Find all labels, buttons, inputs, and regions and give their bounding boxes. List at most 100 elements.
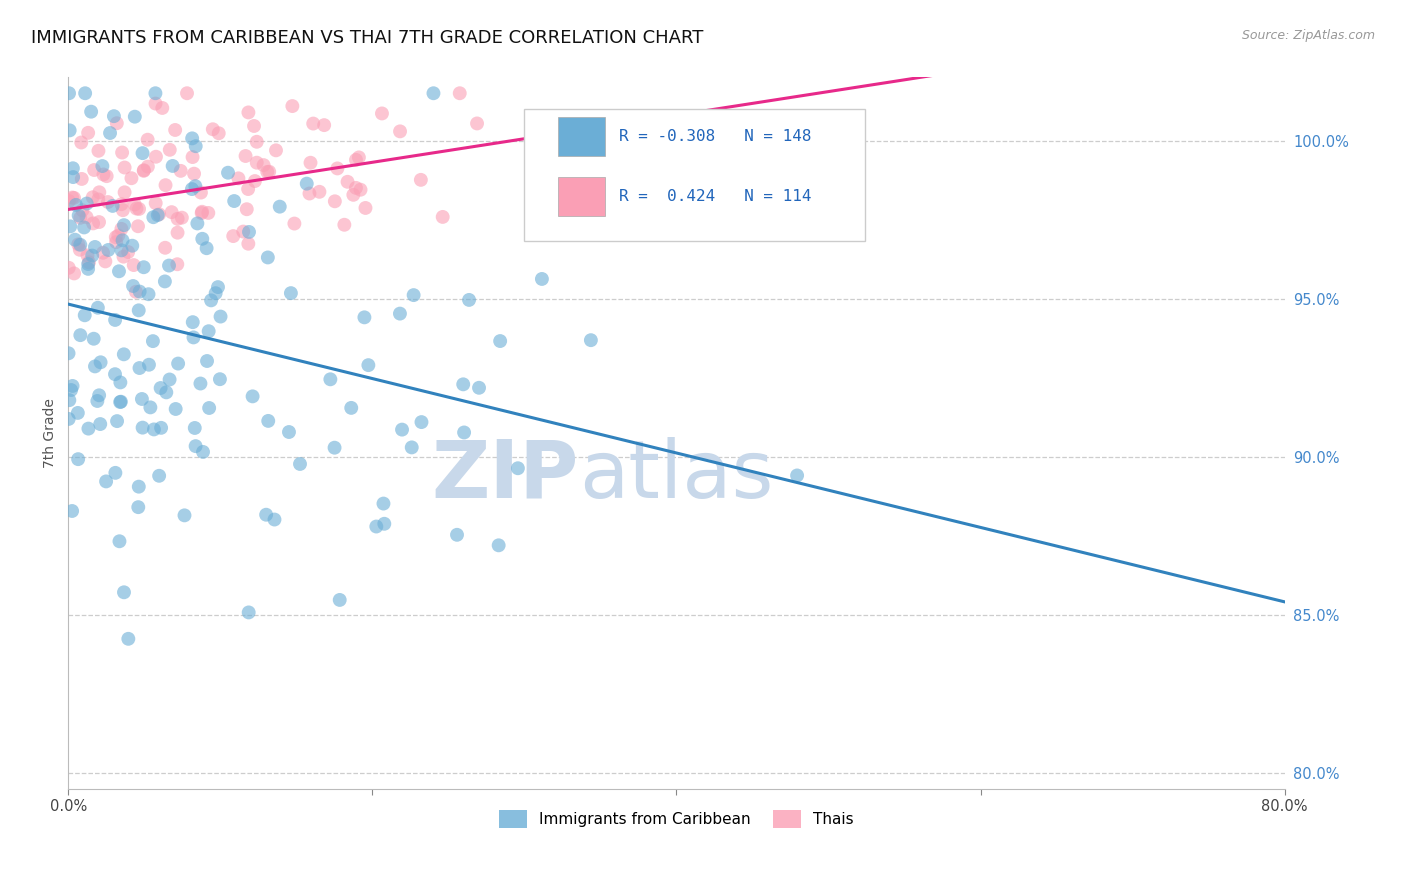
Point — [70, 172, 93, 186]
Point — [190, 186, 212, 200]
Point — [73, 308, 96, 322]
Point — [150, 101, 173, 115]
Text: atlas: atlas — [579, 437, 773, 515]
Point — [488, 538, 510, 552]
Point — [409, 173, 432, 187]
Point — [104, 466, 127, 480]
Point — [149, 381, 172, 395]
Point — [58, 412, 80, 426]
Point — [468, 381, 491, 395]
Point — [108, 534, 131, 549]
Point — [257, 251, 280, 265]
Point — [136, 160, 159, 174]
Point — [170, 164, 193, 178]
Point — [111, 233, 134, 247]
Point — [191, 204, 214, 219]
Point — [465, 116, 488, 130]
Point — [243, 119, 266, 133]
Point — [402, 288, 425, 302]
Point — [222, 229, 245, 244]
Point — [63, 233, 86, 247]
Point — [157, 259, 180, 273]
Point — [111, 203, 134, 218]
Point — [65, 198, 87, 212]
Point — [246, 135, 269, 149]
Point — [58, 87, 80, 101]
Point — [238, 105, 260, 120]
Point — [186, 216, 208, 230]
Point — [63, 191, 86, 205]
Point — [111, 145, 134, 160]
Point — [87, 193, 110, 207]
Point — [128, 361, 150, 376]
Point — [121, 238, 143, 252]
Point — [173, 508, 195, 523]
Point — [112, 218, 135, 232]
Point — [146, 208, 169, 222]
Point — [122, 258, 145, 272]
Point — [786, 468, 808, 483]
Point — [283, 217, 305, 231]
Point — [82, 216, 104, 230]
Point — [165, 123, 187, 137]
Point — [391, 423, 413, 437]
Point — [349, 183, 371, 197]
Point — [60, 504, 83, 518]
Point — [80, 104, 103, 119]
Point — [176, 87, 198, 101]
Point — [208, 126, 231, 140]
Point — [108, 264, 131, 278]
Point — [110, 244, 132, 258]
Point — [94, 254, 117, 268]
Point — [128, 285, 150, 299]
Point — [104, 230, 127, 244]
Point — [446, 528, 468, 542]
Point — [62, 161, 84, 176]
Point — [257, 414, 280, 428]
Point — [110, 222, 132, 236]
Point — [401, 441, 423, 455]
Point — [91, 245, 114, 260]
Point — [150, 421, 173, 435]
Point — [366, 519, 388, 533]
Point — [76, 248, 98, 262]
Point — [63, 267, 86, 281]
Point — [181, 315, 204, 329]
Point — [128, 303, 150, 318]
Point — [89, 388, 111, 402]
Point — [145, 87, 167, 101]
Point — [184, 421, 207, 435]
Point — [114, 186, 136, 200]
Point — [224, 194, 246, 208]
Point — [83, 163, 105, 178]
Point — [347, 150, 370, 164]
Point — [96, 169, 118, 183]
Point — [132, 260, 155, 275]
Point — [131, 146, 153, 161]
Point — [84, 240, 107, 254]
Point — [246, 155, 269, 169]
Point — [87, 215, 110, 229]
Point — [122, 279, 145, 293]
Point — [323, 441, 346, 455]
Point — [58, 346, 80, 360]
Point — [344, 153, 367, 167]
Point — [530, 272, 553, 286]
Point — [254, 508, 277, 522]
Point — [67, 237, 90, 252]
Point — [232, 225, 254, 239]
Point — [60, 190, 83, 204]
Point — [197, 206, 219, 220]
Point — [371, 106, 394, 120]
Point — [191, 445, 214, 459]
Point — [145, 150, 167, 164]
Point — [204, 286, 226, 301]
Point — [104, 313, 127, 327]
Point — [353, 310, 375, 325]
Point — [59, 123, 82, 137]
Point — [184, 439, 207, 453]
Point — [201, 122, 224, 136]
Point — [112, 585, 135, 599]
Point — [228, 171, 250, 186]
Point — [181, 131, 204, 145]
